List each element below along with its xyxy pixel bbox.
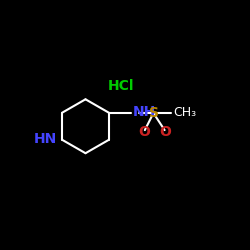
Text: S: S [148, 106, 158, 120]
Text: NH: NH [133, 105, 156, 119]
Text: HCl: HCl [107, 79, 134, 93]
Text: O: O [138, 125, 150, 139]
Text: CH₃: CH₃ [173, 106, 196, 119]
Text: HN: HN [34, 132, 57, 146]
Text: O: O [159, 125, 171, 139]
